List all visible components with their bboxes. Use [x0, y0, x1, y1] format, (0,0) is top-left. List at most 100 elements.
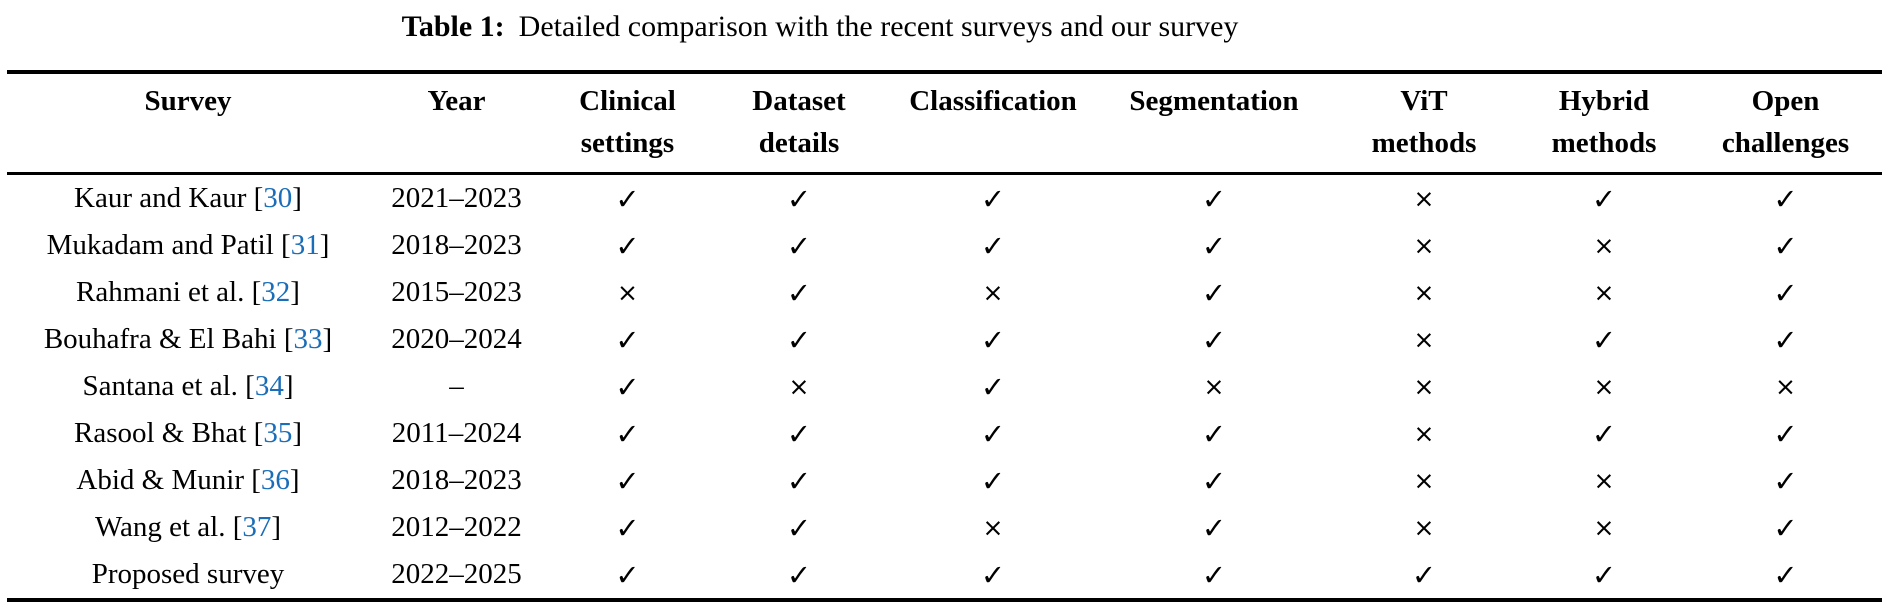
citation-number[interactable]: 35: [263, 417, 293, 449]
check-mark: ✓: [1591, 416, 1617, 451]
survey-cell: Rasool & Bhat [35]: [7, 410, 369, 457]
citation-ref: [30]: [246, 182, 302, 214]
check-mark: ✓: [615, 416, 640, 451]
survey-name: Rahmani et al.: [76, 276, 245, 308]
survey-name: Mukadam and Patil: [46, 229, 274, 261]
year-cell: 2022–2025: [391, 558, 522, 590]
table-caption-label: Table 1:: [401, 10, 505, 43]
survey-cell: Mukadam and Patil [31]: [7, 222, 369, 269]
year-cell: 2011–2024: [391, 417, 522, 449]
citation-bracket-open: [: [251, 276, 262, 308]
check-mark: ✓: [615, 557, 640, 592]
cross-mark: ×: [1413, 325, 1435, 354]
header-cell-year: Year: [369, 72, 544, 175]
check-mark: ✓: [615, 369, 640, 404]
table-row: Rahmani et al. [32] 2015–2023 × ✓ × ✓ × × ✓: [7, 269, 1882, 316]
table-row: Abid & Munir [36] 2018–2023 ✓ ✓ ✓ ✓ × × ✓: [7, 457, 1882, 504]
check-mark: ✓: [786, 463, 812, 498]
table-row: Proposed survey 2022–2025 ✓ ✓ ✓ ✓ ✓ ✓ ✓: [7, 551, 1882, 600]
citation-bracket-close: ]: [290, 276, 300, 308]
citation-ref: [33]: [277, 323, 333, 355]
citation-number[interactable]: 34: [254, 370, 284, 402]
cross-mark: ×: [982, 513, 1004, 542]
citation-number[interactable]: 33: [293, 323, 323, 355]
survey-cell: Rahmani et al. [32]: [7, 269, 369, 316]
check-mark: ✓: [1201, 275, 1227, 310]
cross-mark: ×: [1413, 419, 1435, 448]
citation-bracket-close: ]: [292, 182, 302, 214]
comparison-table: Survey Year Clinical settings Dataset deta…: [7, 70, 1882, 602]
check-mark: ✓: [786, 510, 812, 545]
check-mark: ✓: [786, 275, 812, 310]
survey-name: Santana et al.: [82, 370, 238, 402]
citation-bracket-close: ]: [271, 511, 282, 543]
cross-mark: ×: [788, 372, 810, 401]
check-mark: ✓: [615, 463, 640, 498]
citation-bracket-open: [: [245, 370, 255, 402]
citation-ref: [32]: [244, 276, 300, 308]
cross-mark: ×: [1593, 231, 1615, 260]
cross-mark: ×: [1593, 372, 1615, 401]
check-mark: ✓: [1773, 463, 1798, 498]
year-cell: 2018–2023: [391, 229, 522, 261]
cross-mark: ×: [1593, 466, 1615, 495]
check-mark: ✓: [980, 228, 1006, 263]
citation-ref: [37]: [225, 511, 281, 543]
check-mark: ✓: [980, 181, 1006, 216]
cross-mark: ×: [1413, 278, 1435, 307]
check-mark: ✓: [786, 557, 812, 592]
check-mark: ✓: [1591, 181, 1617, 216]
survey-cell: Santana et al. [34]: [7, 363, 369, 410]
check-mark: ✓: [980, 369, 1006, 404]
table-row: Bouhafra & El Bahi [33] 2020–2024 ✓ ✓ ✓ ✓ × ✓…: [7, 316, 1882, 363]
check-mark: ✓: [1411, 557, 1437, 592]
year-cell: 2020–2024: [391, 323, 522, 355]
check-mark: ✓: [1773, 181, 1798, 216]
survey-name: Bouhafra & El Bahi: [43, 323, 277, 355]
survey-name: Rasool & Bhat: [74, 417, 247, 449]
table-caption-text: Detailed comparison with the recent surv…: [518, 10, 1239, 43]
check-mark: ✓: [1201, 181, 1227, 216]
survey-name: Proposed survey: [91, 558, 285, 590]
citation-bracket-open: [: [281, 229, 291, 261]
check-mark: ✓: [786, 416, 812, 451]
check-mark: ✓: [1773, 275, 1798, 310]
cross-mark: ×: [1413, 513, 1435, 542]
check-mark: ✓: [1773, 416, 1798, 451]
survey-cell: Wang et al. [37]: [7, 504, 369, 551]
cross-mark: ×: [1593, 278, 1615, 307]
cross-mark: ×: [1203, 372, 1225, 401]
citation-number[interactable]: 31: [290, 229, 320, 261]
survey-name: Wang et al.: [94, 511, 226, 543]
cross-mark: ×: [1413, 466, 1435, 495]
citation-number[interactable]: 37: [242, 511, 272, 543]
header-cell-survey: Survey: [7, 72, 369, 175]
citation-bracket-close: ]: [289, 464, 300, 496]
table-row: Kaur and Kaur [30] 2021–2023 ✓ ✓ ✓ ✓ × ✓ ✓: [7, 174, 1882, 223]
header-cell-vit-methods: ViT methods: [1329, 72, 1519, 175]
citation-ref: [31]: [274, 229, 329, 261]
citation-number[interactable]: 32: [261, 276, 291, 308]
cross-mark: ×: [617, 278, 638, 307]
check-mark: ✓: [786, 181, 812, 216]
citation-ref: [36]: [244, 464, 300, 496]
check-mark: ✓: [1201, 510, 1227, 545]
check-mark: ✓: [1591, 322, 1617, 357]
citation-bracket-open: [: [283, 323, 294, 355]
citation-number[interactable]: 30: [263, 182, 293, 214]
citation-number[interactable]: 36: [260, 464, 290, 496]
citation-ref: [34]: [238, 370, 293, 402]
year-cell: 2021–2023: [391, 182, 522, 214]
cross-mark: ×: [1593, 513, 1615, 542]
header-cell-dataset-details: Dataset details: [711, 72, 887, 175]
citation-bracket-close: ]: [322, 323, 333, 355]
citation-ref: [35]: [246, 417, 302, 449]
header-cell-segmentation: Segmentation: [1099, 72, 1329, 175]
check-mark: ✓: [615, 510, 640, 545]
citation-bracket-open: [: [232, 511, 243, 543]
check-mark: ✓: [1773, 228, 1798, 263]
check-mark: ✓: [1201, 557, 1227, 592]
check-mark: ✓: [980, 416, 1006, 451]
year-cell: –: [449, 370, 464, 402]
